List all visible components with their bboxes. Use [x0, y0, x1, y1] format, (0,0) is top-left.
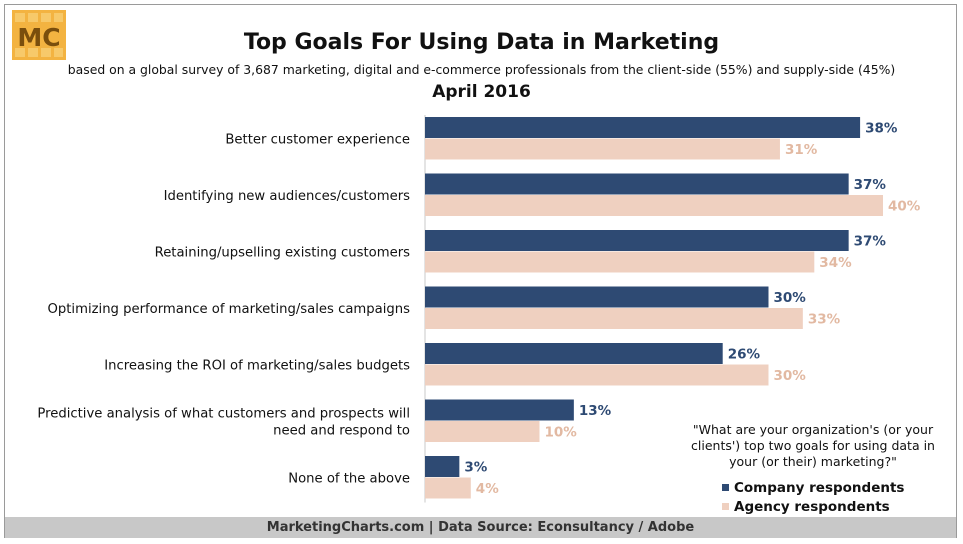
category-label: Retaining/upselling existing customers — [155, 246, 410, 261]
legend-label-company: Company respondents — [734, 479, 905, 496]
category-label: need and respond to — [273, 424, 410, 439]
bar-company — [425, 286, 769, 308]
bar-agency — [425, 421, 540, 442]
data-label-company: 26% — [728, 347, 761, 363]
category-label: Increasing the ROI of marketing/sales bu… — [104, 359, 410, 374]
data-label-agency: 40% — [888, 199, 921, 215]
legend-swatch-agency — [722, 503, 729, 510]
survey-question-note: "What are your organization's (or your c… — [691, 422, 935, 469]
data-label-company: 37% — [854, 177, 887, 193]
data-label-agency: 10% — [545, 425, 578, 441]
data-label-company: 30% — [774, 290, 807, 306]
category-label: Identifying new audiences/customers — [164, 189, 411, 204]
bar-company — [425, 117, 861, 138]
bar-agency — [425, 308, 803, 329]
data-label-agency: 33% — [808, 312, 841, 328]
data-label-agency: 34% — [819, 255, 852, 271]
bar-agency — [425, 138, 780, 160]
chart-legend: Company respondents Agency respondents — [722, 478, 904, 516]
data-label-company: 13% — [579, 403, 612, 419]
data-label-agency: 4% — [476, 481, 499, 497]
bar-company — [425, 343, 723, 364]
source-footer: MarketingCharts.com | Data Source: Econs… — [5, 517, 956, 538]
data-label-company: 37% — [854, 234, 887, 250]
chart-title: Top Goals For Using Data in Marketing — [243, 30, 720, 55]
bar-company — [425, 173, 849, 195]
category-label: Better customer experience — [225, 133, 410, 148]
data-label-company: 3% — [464, 460, 487, 476]
data-label-agency: 31% — [785, 142, 818, 158]
legend-swatch-company — [722, 484, 729, 491]
category-label: None of the above — [288, 472, 410, 487]
logo-grid-icon — [12, 10, 66, 60]
chart-subtitle: based on a global survey of 3,687 market… — [67, 62, 896, 77]
bar-company — [425, 456, 460, 477]
legend-label-agency: Agency respondents — [734, 498, 890, 515]
marketingcharts-logo: MC — [12, 10, 66, 60]
bar-agency — [425, 251, 815, 273]
bar-agency — [425, 364, 769, 386]
category-label: Predictive analysis of what customers an… — [37, 407, 410, 422]
bar-agency — [425, 477, 471, 499]
bar-company — [425, 399, 574, 421]
chart-date: April 2016 — [432, 82, 531, 102]
logo-text: MC — [17, 23, 60, 52]
legend-item-company: Company respondents — [722, 478, 904, 497]
legend-item-agency: Agency respondents — [722, 497, 904, 516]
category-label: Optimizing performance of marketing/sale… — [48, 302, 411, 317]
data-label-agency: 30% — [774, 368, 807, 384]
bar-company — [425, 230, 849, 251]
data-label-company: 38% — [865, 121, 898, 137]
bar-agency — [425, 195, 883, 216]
